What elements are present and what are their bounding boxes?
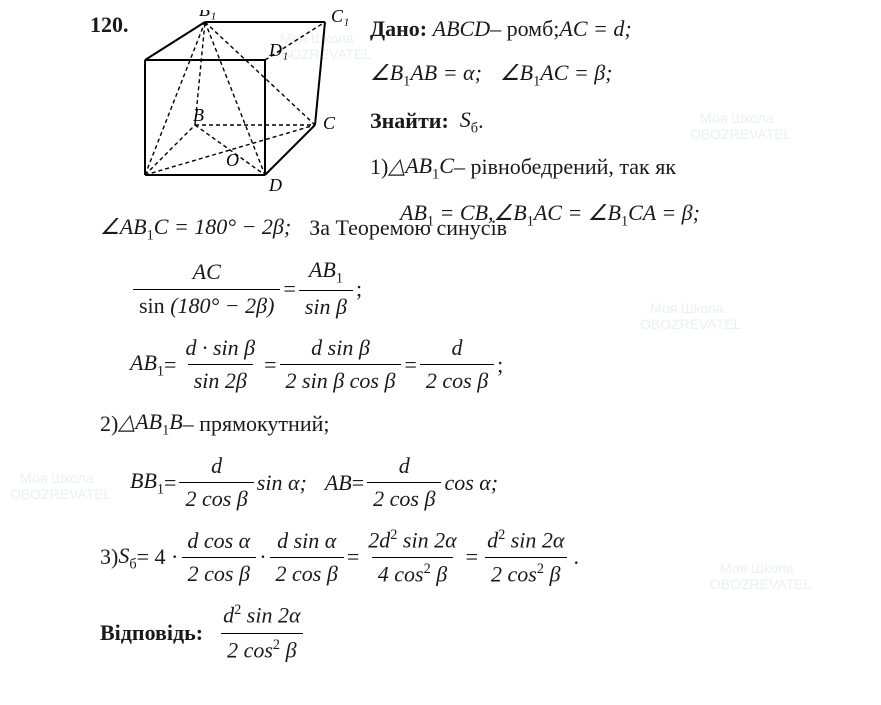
svg-text:A: A (140, 165, 141, 185)
geometry-diagram: ADCBA₁D₁C₁B₁O (140, 10, 350, 205)
svg-text:C₁: C₁ (331, 10, 349, 26)
answer-label: Відповідь: (100, 618, 203, 649)
sine-rule-eq: AC sin (180° − 2β) = AB1 sin β ; (130, 255, 840, 322)
step-2: 2) △AB1B – прямокутний; (100, 407, 840, 440)
problem-number: 120. (90, 12, 129, 38)
svg-text:B: B (193, 105, 204, 125)
given-block: Дано: ABCD – ромб; AC = d; ∠B1AB = α; ∠B… (370, 12, 850, 242)
step-3: 3) Sб = 4 · d cos α 2 cos β · d sin α 2 … (100, 525, 840, 590)
solution-body: ∠AB1C = 180° − 2β; За Теоремою синусів A… (100, 212, 840, 676)
given-abcd: ABCD (433, 12, 490, 46)
bb1-ab-eq: BB1 = d 2 cos β sin α; AB = d 2 cos β co… (130, 451, 840, 516)
angle-b1ac: ∠B1AC = β; (500, 56, 613, 93)
step-1-num: 1) (370, 150, 388, 184)
watermark: OBOZREVATEL (10, 486, 111, 502)
find-value: Sб (460, 103, 478, 140)
given-label: Дано: (370, 12, 427, 46)
watermark: Моя Школа (20, 470, 94, 486)
text: – рівнобедрений, так як (454, 150, 676, 184)
sine-theorem-text: За Теоремою синусів (309, 213, 507, 244)
ab1-derivation: AB1 = d · sin β sin 2β = d sin β 2 sin β… (130, 333, 840, 398)
svg-text:C: C (323, 113, 336, 133)
given-ac: AC = d; (559, 12, 631, 46)
find-label: Знайти: (370, 104, 449, 138)
answer-line: Відповідь: d2 sin 2α 2 cos2 β (100, 600, 840, 665)
angle-ab1c: ∠AB1C = 180° − 2β; (100, 212, 291, 245)
svg-text:D: D (268, 175, 282, 195)
angle-b1ab: ∠B1AB = α; (370, 56, 482, 93)
svg-text:D₁: D₁ (268, 40, 288, 60)
svg-text:B₁: B₁ (199, 10, 216, 20)
svg-text:O: O (226, 150, 239, 170)
text: – ромб; (490, 12, 559, 46)
triangle-ab1c: △AB1C (388, 149, 454, 186)
